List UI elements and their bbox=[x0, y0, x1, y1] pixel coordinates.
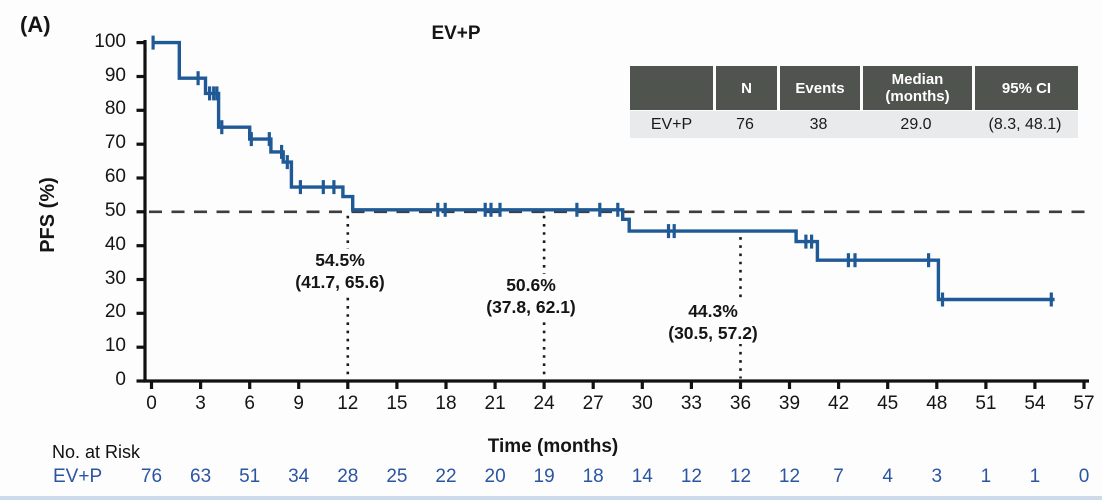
y-tick-label-50: 50 bbox=[104, 199, 126, 221]
summary-table-cell-events: 38 bbox=[809, 115, 828, 133]
summary-table-header-blank bbox=[630, 66, 713, 110]
risk-count-45mo: 4 bbox=[882, 466, 893, 487]
x-tick-label-57: 57 bbox=[1073, 393, 1095, 414]
y-tick-label-10: 10 bbox=[104, 335, 126, 357]
km-annotation-24mo-pct: 50.6% bbox=[506, 275, 556, 295]
risk-count-48mo: 3 bbox=[931, 466, 943, 487]
summary-table-cell-label: EV+P bbox=[650, 115, 693, 133]
summary-table: N Events Median (months) 95% CI EV+P 76 … bbox=[630, 66, 1078, 138]
risk-count-0mo: 76 bbox=[140, 466, 163, 487]
x-tick-label-48: 48 bbox=[926, 393, 948, 414]
x-tick-label-9: 9 bbox=[293, 393, 304, 414]
x-tick-label-30: 30 bbox=[631, 393, 653, 414]
summary-table-cell-n: 76 bbox=[736, 115, 754, 133]
km-annotation-12mo: 54.5% (41.7, 65.6) bbox=[289, 249, 391, 293]
risk-count-18mo: 22 bbox=[435, 466, 457, 487]
x-tick-label-18: 18 bbox=[435, 393, 457, 414]
x-tick-label-36: 36 bbox=[729, 393, 752, 414]
y-tick-label-40: 40 bbox=[104, 233, 126, 255]
x-tick-label-27: 27 bbox=[582, 393, 604, 414]
x-tick-label-24: 24 bbox=[533, 393, 555, 414]
axes bbox=[136, 40, 1089, 389]
summary-table-header-events: Events bbox=[777, 66, 860, 110]
km-annotation-36mo: 44.3% (30.5, 57.2) bbox=[662, 300, 764, 344]
summary-table-cell-median: 29.0 bbox=[900, 115, 932, 133]
risk-count-27mo: 18 bbox=[582, 466, 604, 487]
risk-count-9mo: 34 bbox=[288, 466, 310, 487]
summary-table-row-evp: EV+P 76 38 29.0 (8.3, 48.1) bbox=[630, 111, 1078, 138]
censor-marks bbox=[151, 35, 1053, 307]
x-tick-label-21: 21 bbox=[484, 393, 506, 414]
x-tick-label-33: 33 bbox=[680, 393, 702, 414]
risk-count-54mo: 1 bbox=[1029, 466, 1041, 487]
y-tick-label-20: 20 bbox=[104, 301, 126, 323]
x-tick-label-0: 0 bbox=[146, 393, 157, 414]
risk-count-57mo: 0 bbox=[1078, 466, 1090, 487]
risk-row-label: EV+P bbox=[53, 466, 103, 487]
x-tick-label-51: 51 bbox=[975, 393, 997, 414]
chart-title: EV+P bbox=[431, 23, 481, 44]
risk-count-51mo: 1 bbox=[980, 466, 992, 487]
no-at-risk-title: No. at Risk bbox=[52, 442, 141, 462]
x-tick-label-12: 12 bbox=[337, 393, 359, 414]
risk-count-36mo: 12 bbox=[729, 466, 752, 487]
risk-count-12mo: 28 bbox=[337, 466, 359, 487]
risk-count-24mo: 19 bbox=[533, 466, 555, 487]
risk-count-21mo: 20 bbox=[484, 466, 506, 487]
risk-count-39mo: 12 bbox=[778, 466, 801, 487]
y-tick-label-60: 60 bbox=[104, 166, 126, 187]
risk-count-33mo: 12 bbox=[680, 466, 702, 487]
y-tick-label-0: 0 bbox=[115, 369, 126, 390]
km-annotation-36mo-pct: 44.3% bbox=[688, 301, 738, 321]
risk-count-15mo: 25 bbox=[386, 466, 408, 487]
y-tick-label-70: 70 bbox=[104, 132, 126, 154]
risk-count-6mo: 51 bbox=[239, 466, 261, 487]
x-tick-label-45: 45 bbox=[877, 393, 899, 414]
dotted-time-markers bbox=[346, 215, 742, 379]
summary-table-header-n: N bbox=[713, 66, 777, 110]
summary-table-header-median: Median (months) bbox=[860, 66, 972, 110]
risk-count-42mo: 7 bbox=[833, 466, 844, 487]
x-tick-label-42: 42 bbox=[828, 393, 850, 414]
summary-table-cell-ci: (8.3, 48.1) bbox=[988, 115, 1062, 133]
x-tick-label-3: 3 bbox=[195, 393, 206, 414]
km-annotation-24mo: 50.6% (37.8, 62.1) bbox=[480, 274, 582, 318]
km-annotation-24mo-ci: (37.8, 62.1) bbox=[486, 297, 576, 317]
x-axis-title: Time (months) bbox=[487, 436, 619, 457]
x-tick-label-15: 15 bbox=[386, 393, 408, 414]
x-tick-label-6: 6 bbox=[244, 393, 255, 414]
risk-count-30mo: 14 bbox=[631, 466, 653, 487]
slide-bottom-edge bbox=[0, 496, 1102, 500]
y-tick-label-90: 90 bbox=[104, 64, 126, 86]
x-tick-label-39: 39 bbox=[778, 393, 801, 414]
summary-table-header-ci: 95% CI bbox=[972, 66, 1078, 110]
y-tick-label-80: 80 bbox=[104, 98, 126, 120]
y-tick-label-30: 30 bbox=[104, 267, 126, 289]
risk-count-3mo: 63 bbox=[190, 466, 212, 487]
summary-table-header-row: N Events Median (months) 95% CI bbox=[630, 66, 1078, 110]
x-tick-label-54: 54 bbox=[1024, 393, 1046, 414]
km-annotation-12mo-ci: (41.7, 65.6) bbox=[295, 272, 385, 292]
km-annotation-36mo-ci: (30.5, 57.2) bbox=[668, 323, 758, 343]
panel-label: (A) bbox=[20, 12, 51, 37]
y-tick-label-100: 100 bbox=[94, 30, 126, 52]
km-annotation-12mo-pct: 54.5% bbox=[315, 250, 365, 270]
